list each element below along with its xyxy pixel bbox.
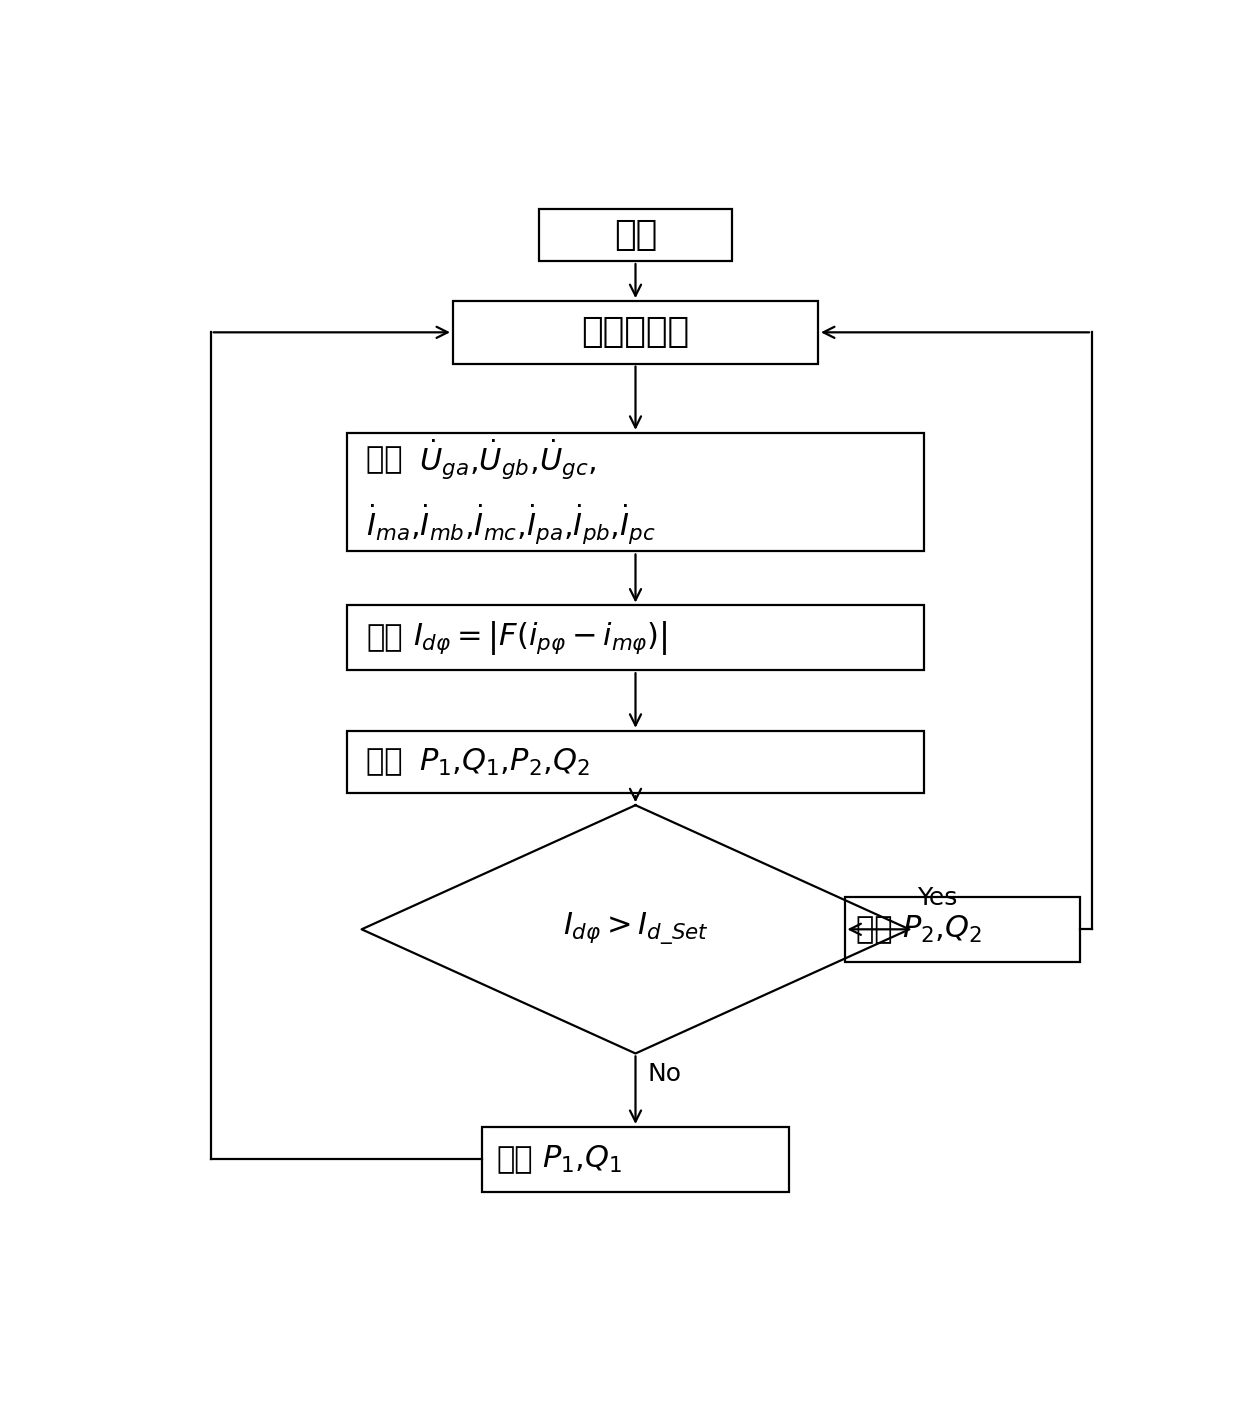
Text: 计算: 计算 [367,747,413,777]
Text: Yes: Yes [918,886,957,910]
Bar [453,301,818,363]
Text: 模拟量采样: 模拟量采样 [582,315,689,349]
Text: $P_1$,$Q_1$,$P_2$,$Q_2$: $P_1$,$Q_1$,$P_2$,$Q_2$ [419,746,590,778]
Text: 计算: 计算 [367,624,403,652]
Text: $\dot{I}_{ma}$,$\dot{I}_{mb}$,$\dot{I}_{mc}$,$\dot{I}_{pa}$,$\dot{I}_{pb}$,$\dot: $\dot{I}_{ma}$,$\dot{I}_{mb}$,$\dot{I}_{… [367,502,656,547]
Bar [347,730,924,794]
Text: 输出: 输出 [856,916,903,944]
Text: $I_{d\varphi}>I_{d\_Set}$: $I_{d\varphi}>I_{d\_Set}$ [563,911,708,948]
Text: $I_{d\varphi}=\left|F(i_{p\varphi}-i_{m\varphi})\right|$: $I_{d\varphi}=\left|F(i_{p\varphi}-i_{m\… [413,618,667,658]
Text: 输出: 输出 [496,1145,533,1173]
Text: $P_1$,$Q_1$: $P_1$,$Q_1$ [542,1144,622,1175]
Text: $P_2$,$Q_2$: $P_2$,$Q_2$ [903,914,982,945]
Bar [347,606,924,670]
Text: $\dot{U}_{ga}$,$\dot{U}_{gb}$,$\dot{U}_{gc}$,: $\dot{U}_{ga}$,$\dot{U}_{gb}$,$\dot{U}_{… [419,437,596,482]
Text: No: No [647,1063,681,1087]
Text: 开始: 开始 [614,219,657,252]
Bar [481,1127,789,1192]
Bar [539,209,732,261]
Bar [347,433,924,551]
Bar [844,897,1080,962]
Text: 计算: 计算 [367,446,413,474]
